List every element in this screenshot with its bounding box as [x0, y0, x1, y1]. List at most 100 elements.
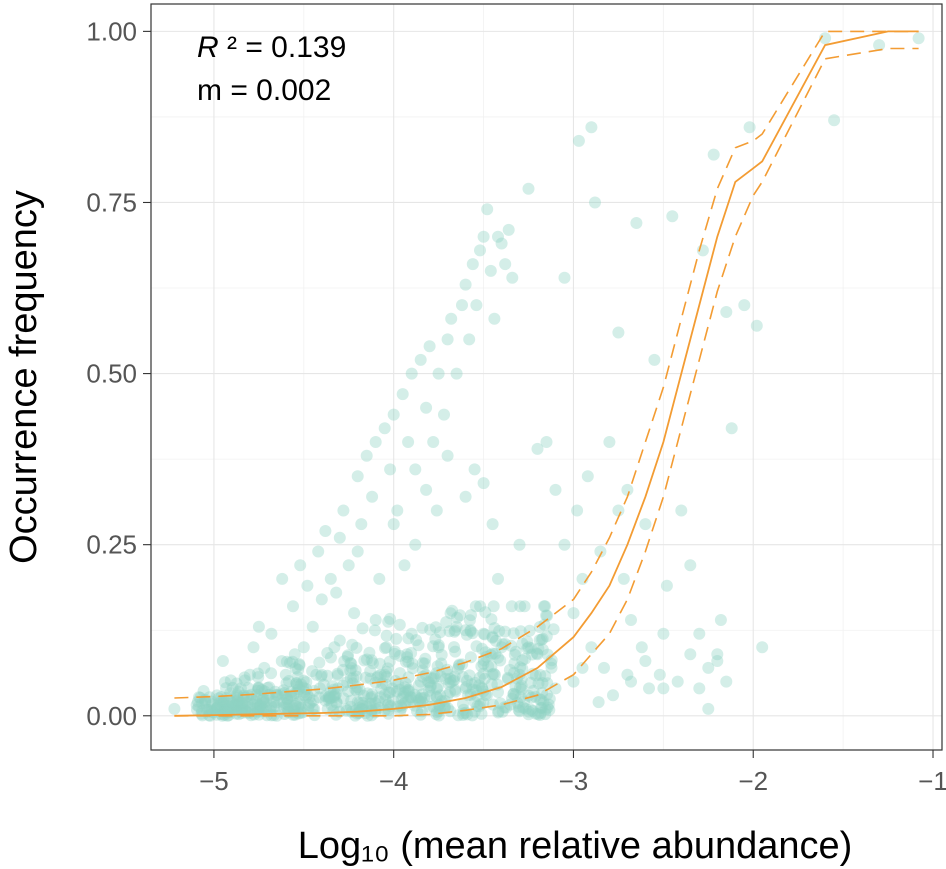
- data-point: [466, 627, 479, 640]
- data-point: [449, 683, 462, 696]
- data-point: [383, 655, 396, 668]
- data-point: [211, 702, 224, 715]
- data-point: [212, 699, 225, 712]
- data-point: [290, 687, 303, 699]
- data-point: [465, 609, 477, 622]
- data-point: [282, 699, 295, 712]
- data-point: [247, 641, 260, 654]
- data-point: [419, 652, 432, 665]
- data-point: [488, 622, 501, 635]
- data-point: [476, 642, 488, 655]
- data-point: [440, 616, 453, 629]
- data-point: [420, 401, 433, 414]
- data-point: [382, 615, 395, 628]
- data-point: [280, 677, 293, 690]
- data-point: [402, 694, 415, 707]
- data-point: [635, 641, 648, 654]
- data-point: [514, 661, 527, 674]
- data-point: [277, 701, 290, 714]
- data-point: [284, 656, 296, 669]
- data-point: [384, 686, 396, 699]
- data-point: [539, 703, 552, 716]
- data-point: [214, 695, 227, 708]
- data-point: [206, 698, 219, 711]
- data-point: [369, 702, 382, 715]
- data-point: [444, 672, 457, 685]
- data-point: [409, 463, 422, 476]
- data-point: [529, 707, 542, 720]
- data-point: [269, 685, 282, 698]
- data-point: [356, 696, 369, 709]
- data-point: [310, 668, 323, 681]
- data-point: [235, 703, 248, 716]
- data-point: [509, 680, 522, 693]
- data-point: [280, 655, 293, 668]
- data-point: [423, 340, 436, 353]
- data-point: [328, 689, 341, 702]
- data-point: [460, 628, 473, 641]
- data-point: [515, 672, 528, 685]
- data-point: [533, 693, 546, 706]
- data-point: [430, 682, 443, 695]
- data-point: [567, 607, 580, 620]
- data-point: [405, 367, 418, 380]
- data-point: [333, 634, 346, 647]
- data-point: [529, 669, 542, 682]
- data-point: [399, 696, 412, 709]
- data-point: [365, 654, 378, 667]
- r-squared-symbol: R: [197, 31, 219, 64]
- data-point: [322, 693, 335, 706]
- data-point: [295, 678, 308, 691]
- data-point: [390, 632, 403, 645]
- data-point: [496, 705, 509, 718]
- data-point: [263, 681, 276, 694]
- data-point: [456, 299, 468, 312]
- data-point: [585, 641, 598, 654]
- data-point: [401, 651, 414, 664]
- data-point: [384, 463, 397, 476]
- data-point: [424, 623, 437, 636]
- data-point: [466, 258, 479, 271]
- data-point: [242, 689, 255, 702]
- data-point: [507, 687, 520, 700]
- data-point: [819, 32, 832, 45]
- data-point: [350, 641, 363, 654]
- data-point: [226, 697, 239, 710]
- data-point: [444, 607, 457, 620]
- data-point: [325, 699, 338, 711]
- data-point: [252, 620, 265, 633]
- data-point: [226, 704, 239, 717]
- data-point: [202, 704, 215, 716]
- data-point: [522, 182, 535, 195]
- y-axis-title: Occurrence frequency: [3, 190, 45, 564]
- data-point: [361, 687, 374, 700]
- y-tick-label: 1.00: [86, 16, 137, 46]
- data-point: [345, 694, 358, 707]
- data-point: [441, 667, 454, 680]
- data-point: [519, 652, 532, 665]
- data-point: [474, 244, 486, 257]
- data-point: [398, 681, 411, 694]
- data-point: [254, 699, 267, 711]
- data-point: [501, 671, 514, 684]
- data-point: [433, 698, 446, 711]
- data-point: [612, 326, 625, 339]
- data-point: [438, 701, 451, 714]
- data-point: [232, 698, 245, 711]
- data-point: [303, 691, 316, 704]
- data-point: [369, 436, 382, 448]
- data-point: [432, 641, 445, 654]
- major-gridlines: [151, 4, 942, 750]
- data-point: [289, 662, 302, 675]
- data-point: [428, 670, 441, 683]
- data-point: [684, 648, 697, 661]
- data-point: [452, 662, 464, 675]
- data-point: [317, 678, 330, 691]
- data-point: [270, 700, 283, 713]
- x-tick-label: −2: [738, 766, 768, 796]
- data-point: [538, 618, 551, 631]
- data-point: [617, 572, 630, 585]
- data-point: [514, 681, 527, 694]
- data-point: [492, 230, 504, 243]
- data-point: [603, 436, 616, 448]
